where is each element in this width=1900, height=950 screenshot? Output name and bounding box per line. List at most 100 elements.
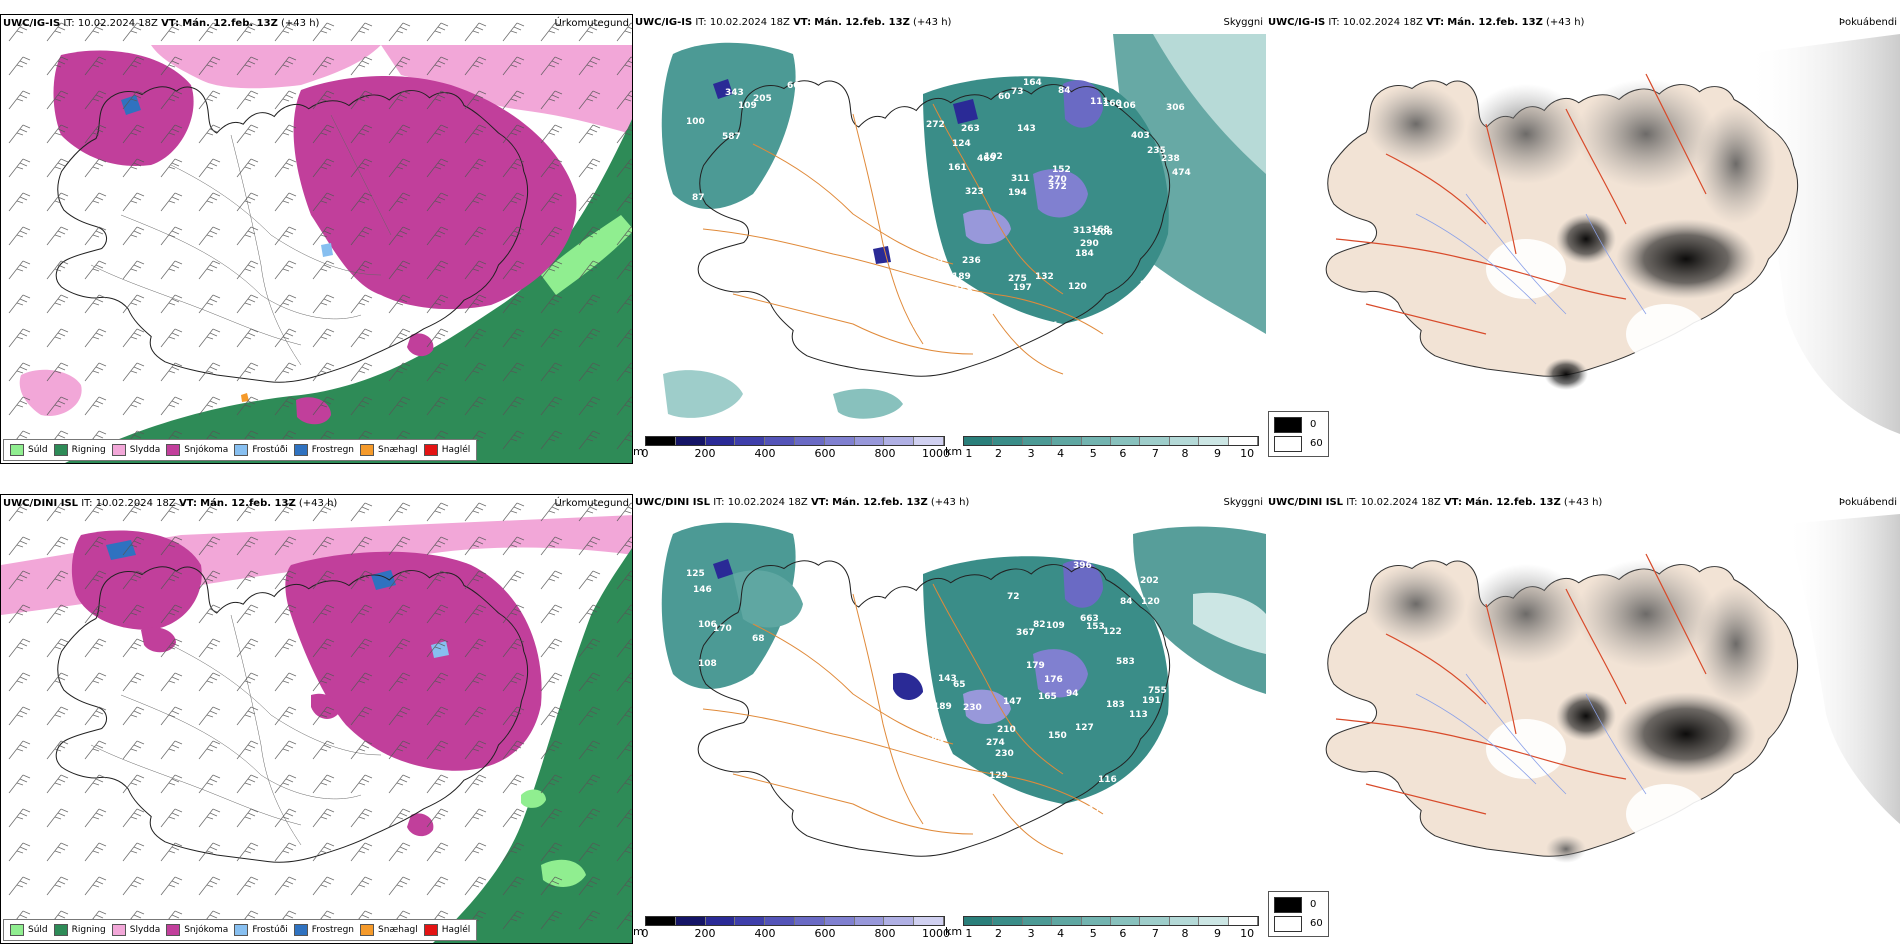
cloud-base-label: 160	[1103, 99, 1122, 109]
precip-type-panel-row2: UWC/DINI ISL IT: 10.02.2024 18Z VT: Mán.…	[0, 494, 633, 944]
cbar-seg	[1228, 917, 1259, 925]
cbar-seg	[914, 437, 944, 445]
ceiling-color-segments	[645, 916, 945, 926]
it-value: 10.02.2024 18Z	[77, 18, 158, 29]
cloud-base-label: 122	[1103, 627, 1122, 637]
cbar-tick: 800	[874, 447, 896, 460]
legend-swatch	[10, 924, 24, 936]
fog-index-map-row2	[1266, 494, 1900, 944]
legend-item: Súld	[10, 444, 48, 456]
cbar-tick: 6	[1119, 447, 1127, 460]
cloud-base-label: 189	[933, 702, 952, 712]
vt-value: Mán. 12.feb. 13Z	[832, 497, 928, 508]
vt-value: Mán. 12.feb. 13Z	[182, 18, 278, 29]
cbar-seg	[884, 917, 915, 925]
cloud-base-label: 205	[753, 94, 772, 104]
legend-item: Snjókoma	[166, 444, 228, 456]
cloud-base-label: 146	[693, 585, 712, 595]
cbar-tick: 7	[1151, 927, 1159, 940]
cbar-tick: 3	[1027, 927, 1035, 940]
it-label: IT:	[1346, 497, 1358, 508]
cbar-tick: 200	[694, 927, 716, 940]
cloud-base-label: 138	[780, 679, 799, 689]
cloud-base-label: 177	[785, 191, 804, 201]
cloud-base-label: 124	[952, 139, 971, 149]
cbar-seg	[854, 917, 885, 925]
legend-swatch	[423, 924, 438, 936]
cbar-seg	[675, 437, 706, 445]
cbar-seg	[1111, 437, 1141, 445]
panel-header-row1-fog: UWC/IG-IS IT: 10.02.2024 18Z VT: Mán. 12…	[1268, 17, 1584, 28]
precip-type-map-row2	[1, 495, 632, 943]
cloud-base-label: 108	[698, 659, 717, 669]
cbar-tick: 8	[1181, 447, 1189, 460]
cloud-base-label: 755	[1148, 686, 1167, 696]
cloud-base-label: 263	[961, 124, 980, 134]
legend-label: Haglél	[441, 445, 471, 455]
cloud-base-label: 290	[1080, 239, 1099, 249]
cloud-base-label: 60	[998, 92, 1011, 102]
it-value: 10.02.2024 18Z	[95, 498, 176, 509]
cbar-tick: 600	[814, 447, 836, 460]
it-label: IT:	[1328, 17, 1340, 28]
cbar-seg	[824, 437, 855, 445]
cloud-base-label: 143	[938, 674, 957, 684]
cloud-base-label: 164	[1023, 78, 1042, 88]
fog-swatch	[1274, 896, 1302, 913]
cbar-seg	[1228, 437, 1259, 445]
lead-time: (+43 h)	[1546, 17, 1585, 28]
legend-label: Snjókoma	[184, 925, 229, 935]
cloud-base-label: 193	[1116, 784, 1135, 794]
cloud-base-label: 184	[925, 736, 944, 746]
cloud-base-label: 191	[1142, 696, 1161, 706]
cloud-base-label: 100	[686, 117, 705, 127]
cbar-tick: 8	[1181, 927, 1189, 940]
cbar-seg	[1199, 437, 1229, 445]
fog-legend-row: 60	[1274, 914, 1323, 933]
legend-label: Frostúði	[252, 445, 288, 455]
cloud-base-label: 161	[948, 163, 967, 173]
fog-legend-row1: 0 60	[1268, 411, 1329, 457]
cloud-base-label: 583	[1116, 657, 1135, 667]
cloud-base-label: 275	[1008, 274, 1027, 284]
ceiling-unit: m	[633, 445, 644, 458]
cbar-seg	[765, 917, 795, 925]
legend-item: Slydda	[111, 924, 161, 936]
cbar-seg	[1140, 917, 1170, 925]
lead-time: (+43 h)	[930, 497, 970, 508]
legend-swatch	[53, 444, 68, 456]
cloud-base-label: 120	[1141, 597, 1160, 607]
cbar-seg	[646, 437, 676, 445]
cloud-base-label: 183	[1106, 700, 1125, 710]
cbar-seg	[735, 437, 766, 445]
cloud-base-label: 111	[1090, 97, 1109, 107]
vt-value: Mán. 12.feb. 13Z	[1465, 497, 1561, 508]
it-label: IT:	[63, 18, 75, 29]
param-title-precip: Úrkomutegund	[554, 18, 629, 29]
visibility-colorbar-row2: km 1 2 3 4 5 6 7 8 9 10	[945, 916, 1259, 940]
it-label: IT:	[81, 498, 93, 509]
cloud-base-label: 68	[752, 634, 765, 644]
cbar-seg	[993, 437, 1023, 445]
visibility-unit: km	[945, 925, 963, 938]
cloud-base-label: 367	[1016, 628, 1035, 638]
cloud-base-label: 230	[963, 703, 982, 713]
fog-swatch	[1274, 915, 1302, 932]
legend-label: Slydda	[129, 925, 161, 935]
cbar-seg	[1199, 917, 1229, 925]
legend-label: Slydda	[129, 445, 161, 455]
cloud-base-label: 170	[713, 624, 732, 634]
cbar-tick: 1	[965, 927, 973, 940]
cloud-base-label: 147	[1003, 697, 1022, 707]
model-name: UWC/IG-IS	[635, 17, 693, 28]
cbar-tick: 200	[694, 447, 716, 460]
cloud-base-label: 274	[986, 738, 1005, 748]
cloud-base-label: 94	[1066, 689, 1079, 699]
ceiling-ticks: 0 200 400 600 800 1000	[642, 446, 951, 460]
visibility-ticks: 1 2 3 4 5 6 7 8 9 10	[963, 446, 1259, 460]
legend-label: Haglél	[441, 925, 471, 935]
cloud-base-label: 87	[692, 193, 705, 203]
fog-panel-row1: UWC/IG-IS IT: 10.02.2024 18Z VT: Mán. 12…	[1266, 14, 1900, 464]
cbar-tick: 400	[754, 447, 776, 460]
model-name: UWC/DINI ISL	[635, 497, 711, 508]
